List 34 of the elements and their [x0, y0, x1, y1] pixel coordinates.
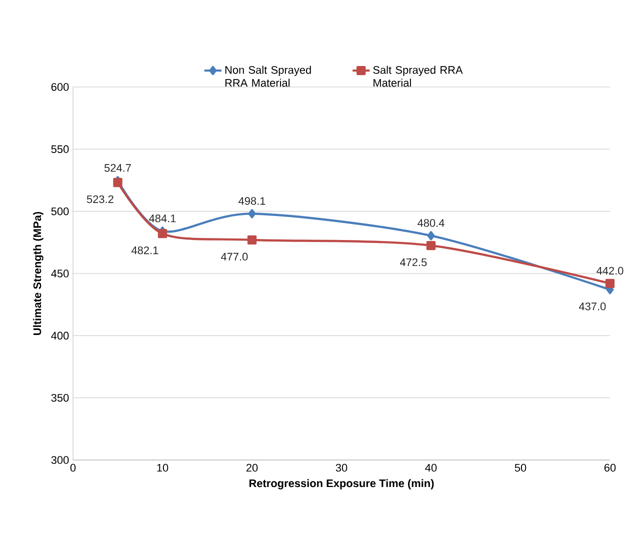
point	[605, 278, 615, 288]
x-tick-label: 60	[604, 464, 616, 472]
data-label: 437.0	[578, 302, 606, 310]
y-tick-label: 600	[51, 83, 69, 91]
data-label: 472.5	[400, 258, 427, 266]
data-label: 477.0	[220, 252, 248, 261]
data-label: 482.1	[131, 246, 158, 254]
data-label: 442.0	[596, 266, 624, 275]
data-label: 484.1	[149, 214, 176, 222]
x-tick-label: 50	[514, 464, 526, 472]
legend-label: Salt Sprayed RRA Material	[373, 66, 463, 87]
y-tick-label: 400	[51, 332, 69, 340]
x-tick-label: 30	[336, 464, 348, 472]
y-axis-title: Ultimate Strength (MPa)	[33, 212, 44, 335]
y-tick-label: 300	[51, 456, 69, 464]
x-tick-label: 20	[246, 464, 258, 472]
x-tick-label: 0	[70, 464, 76, 472]
point	[158, 229, 168, 238]
data-label: 523.2	[86, 195, 114, 204]
point	[427, 231, 435, 240]
x-axis-title: Retrogression Exposure Time (min)	[249, 479, 434, 490]
y-tick-label: 350	[51, 394, 69, 402]
point	[248, 209, 256, 218]
data-label: 498.1	[238, 197, 266, 205]
y-tick-label: 550	[51, 145, 69, 154]
y-tick-label: 500	[51, 207, 69, 216]
point	[426, 240, 436, 250]
x-tick-label: 40	[425, 464, 437, 472]
x-tick-label: 10	[157, 464, 168, 472]
legend-label: Non Salt Sprayed RRA Material	[225, 66, 311, 87]
data-label: 524.7	[104, 164, 131, 172]
data-label: 480.4	[418, 219, 444, 227]
point	[247, 235, 257, 245]
y-tick-label: 450	[51, 270, 69, 278]
